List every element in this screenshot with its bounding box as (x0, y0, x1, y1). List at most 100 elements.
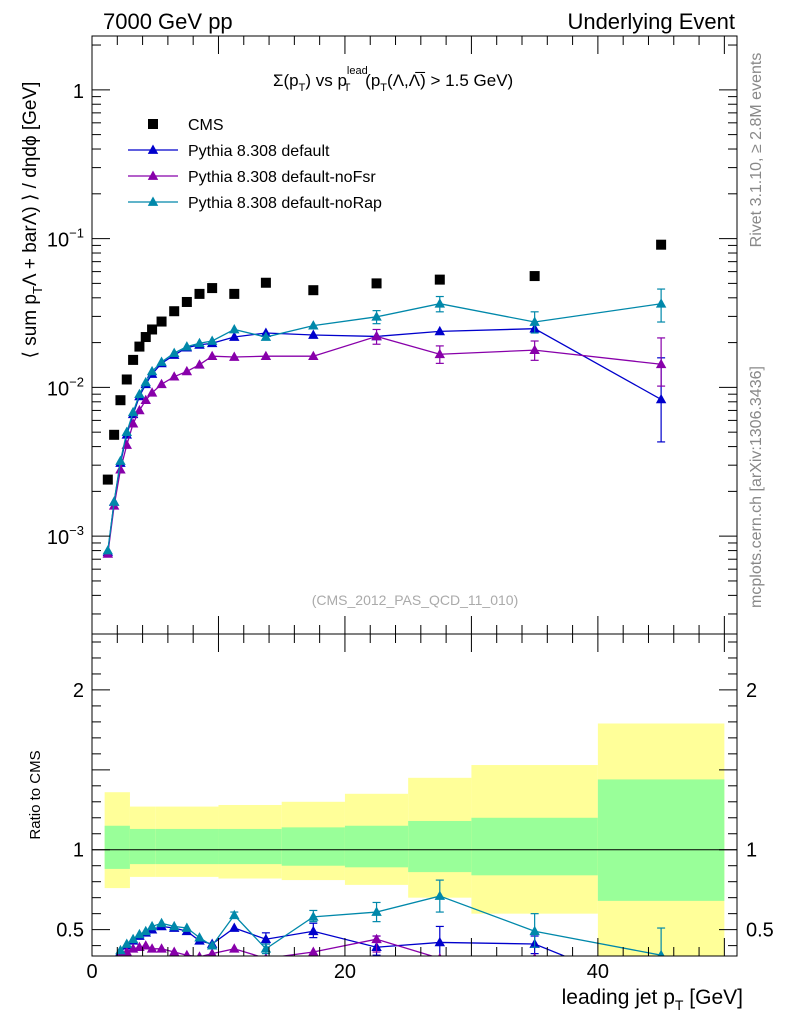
data-point (308, 350, 319, 361)
ratio-inner-band (471, 817, 598, 876)
data-point (128, 354, 139, 365)
ratio-data-point (434, 890, 446, 900)
ratio-data-point (260, 943, 272, 953)
ratio-inner-band (155, 828, 219, 865)
data-point (168, 347, 180, 357)
header-analysis-label: Underlying Event (567, 9, 735, 34)
ratio-data-point (207, 948, 217, 956)
data-point (194, 359, 205, 369)
x-axis-label: leading jet pT [GeV] (562, 986, 743, 1013)
legend-label: Pythia 8.308 default-noRap (188, 195, 382, 212)
data-point (371, 311, 382, 321)
ratio-y-tick-label-right: 2 (746, 680, 757, 702)
ratio-data-point (134, 928, 145, 939)
main-y-tick-label: 1 (73, 81, 84, 103)
data-point (102, 545, 114, 555)
ratio-inner-band (344, 825, 409, 868)
ratio-data-point (206, 940, 218, 950)
ratio-data-point (168, 920, 180, 931)
data-point (229, 351, 240, 361)
ratio-data-point (532, 952, 537, 956)
ratio-inner-band (218, 828, 282, 865)
ratio-y-tick-label-left: 2 (73, 680, 84, 702)
legend-entry-pythia-8-308-default-norap: Pythia 8.308 default-noRap (128, 195, 382, 212)
ratio-plot-frame (91, 633, 738, 957)
legend-label: Pythia 8.308 default-noFsr (188, 169, 376, 186)
series-pythia-8-308-default-norap (102, 288, 667, 555)
ratio-y-axis-label: Ratio to CMS (27, 750, 44, 839)
data-point (229, 323, 240, 334)
data-point (108, 496, 120, 506)
ratio-data-point (308, 911, 319, 921)
legend: CMS Pythia 8.308 default Pythia 8.308 defa… (128, 117, 382, 212)
data-point (260, 350, 272, 361)
ratio-uncertainty-bands (92, 723, 737, 956)
main-plot-axes: 10−3 10−2 10−1 1 (47, 36, 737, 634)
legend-label: Pythia 8.308 default (188, 143, 330, 160)
ratio-y-tick-label-left: 1 (73, 840, 84, 862)
ratio-data-point (308, 925, 319, 936)
data-point (260, 277, 271, 288)
data-point (434, 348, 446, 359)
data-point (146, 387, 158, 397)
data-point (206, 350, 218, 361)
data-point (655, 393, 667, 404)
x-tick-label: 20 (334, 961, 356, 983)
data-point (146, 365, 158, 376)
mcplots-credit-label: mcplots.cern.ch [arXiv:1306.3436] (748, 366, 765, 608)
legend-marker (147, 144, 159, 154)
data-point (181, 296, 192, 307)
data-point (134, 388, 145, 399)
ratio-inner-band (281, 827, 345, 866)
ratio-plot-axes: 0.5 0.51 12 20 20 40 (56, 634, 774, 983)
data-point (127, 418, 139, 428)
data-point (169, 306, 180, 317)
data-point (194, 337, 205, 348)
ratio-series-pythia-8-308-default-nofsr (116, 933, 537, 956)
ratio-inner-band (408, 820, 472, 873)
data-point (140, 394, 151, 405)
data-point (140, 332, 151, 343)
data-point (109, 429, 120, 440)
data-point (115, 395, 126, 406)
ratio-plot-panel: 0.5 0.51 12 20 20 40 Ratio to CMS leading jet… (27, 633, 774, 1013)
series-line-pythia-8-308-default-nofsr (107, 335, 662, 554)
ratio-data-point (121, 938, 133, 948)
main-y-tick-label: 10−2 (47, 374, 84, 400)
data-point (260, 331, 272, 341)
data-point (115, 464, 126, 474)
main-y-tick-label: 10−1 (47, 226, 84, 252)
data-point (371, 330, 382, 341)
data-point (207, 283, 218, 294)
series-line-pythia-8-308-default (107, 328, 662, 553)
ratio-data-point (438, 952, 442, 956)
data-point (168, 371, 180, 381)
data-point (156, 378, 167, 389)
ratio-y-tick-label-right: 1 (746, 840, 757, 862)
data-point (655, 298, 667, 308)
main-plot-marks (102, 239, 667, 558)
header-energy-label: 7000 GeV pp (103, 9, 233, 34)
legend-marker (148, 119, 158, 129)
data-point (229, 288, 240, 299)
legend-entry-pythia-8-308-default-nofsr: Pythia 8.308 default-noFsr (128, 169, 376, 186)
data-point (121, 374, 132, 385)
data-point (115, 455, 126, 465)
ratio-data-point (156, 943, 167, 953)
data-point (529, 316, 540, 326)
series-pythia-8-308-default-nofsr (102, 328, 667, 558)
ratio-data-point (146, 943, 158, 953)
legend-marker (147, 196, 159, 206)
data-point (308, 329, 319, 339)
data-point (181, 365, 193, 376)
ratio-data-point (194, 932, 205, 942)
data-point (147, 324, 158, 335)
main-plot-panel: 10−3 10−2 10−1 1 Σ(pT) vs plead T (pT(Λ,Λ̅) … (20, 35, 738, 635)
data-point (434, 298, 446, 308)
data-point (655, 358, 667, 369)
data-point (102, 474, 113, 485)
legend-marker (147, 170, 159, 180)
ratio-data-point (434, 936, 446, 947)
data-point (121, 426, 133, 437)
